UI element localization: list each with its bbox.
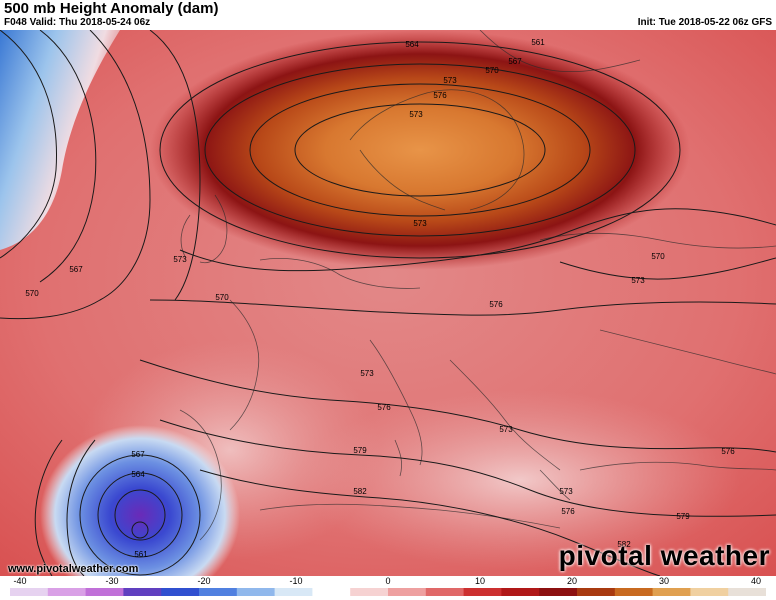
contour-label: 576 xyxy=(489,300,503,309)
colorbar-swatch xyxy=(463,588,502,596)
colorbar-swatch xyxy=(652,588,691,596)
contour-label: 561 xyxy=(134,550,148,559)
colorbar-swatch xyxy=(312,588,351,596)
colorbar-swatch xyxy=(350,588,389,596)
colorbar-swatch xyxy=(690,588,729,596)
colorbar-swatch xyxy=(614,588,654,596)
height-contours xyxy=(0,30,776,576)
init-time: Init: Tue 2018-05-22 06z GFS xyxy=(637,17,772,28)
contour-label: 573 xyxy=(499,425,513,434)
colorbar-swatch xyxy=(577,588,616,596)
valid-time: F048 Valid: Thu 2018-05-24 06z xyxy=(4,17,151,28)
colorbar-swatch xyxy=(85,588,124,596)
brand-logo: pivotal weather xyxy=(558,540,770,571)
colorbar-swatch xyxy=(501,588,540,596)
contour-label: 582 xyxy=(617,540,631,549)
weather-map: 564 561 567 570 573 576 573 573 573 567 570 570 570 5… xyxy=(0,30,776,576)
contour-label: 570 xyxy=(651,252,665,261)
colorbar-swatch xyxy=(274,588,313,596)
contour-label: 573 xyxy=(173,255,187,264)
contour-label: 567 xyxy=(508,57,522,66)
southeast-pale-region xyxy=(300,390,740,570)
contour-label: 582 xyxy=(353,487,367,496)
contour-label: 567 xyxy=(131,450,145,459)
atlantic-low-anomaly xyxy=(40,425,240,576)
contour-label: 564 xyxy=(131,470,145,479)
contour-label: 570 xyxy=(215,293,229,302)
contour-label: 576 xyxy=(721,447,735,456)
colorbar-swatch xyxy=(10,588,49,596)
contour-label: 576 xyxy=(433,91,447,100)
website-credit: www.pivotalweather.com xyxy=(8,563,139,575)
colorbar-swatch xyxy=(388,588,427,596)
northwest-negative-anomaly xyxy=(0,30,120,250)
colorbar-tick-label: 20 xyxy=(566,576,578,586)
contour-label: 579 xyxy=(676,512,690,521)
contour-label: 567 xyxy=(69,265,83,274)
colorbar-tick-label: 40 xyxy=(750,576,762,586)
contour-label: 573 xyxy=(413,219,427,228)
colorbar-scale xyxy=(10,588,766,596)
colorbar-swatch xyxy=(199,588,238,596)
colorbar-tick-label: -10 xyxy=(289,576,303,586)
contour-label: 570 xyxy=(485,66,499,75)
header-bar: 500 mb Height Anomaly (dam) F048 Valid: … xyxy=(0,0,776,30)
colorbar-tick-label: 30 xyxy=(658,576,670,586)
contour-label: 561 xyxy=(531,38,545,47)
contour-label: 576 xyxy=(377,403,391,412)
colorbar-swatch xyxy=(539,588,578,596)
contour-label: 579 xyxy=(353,446,367,455)
colorbar-swatch xyxy=(236,588,276,596)
scandinavian-ridge-anomaly xyxy=(150,30,690,270)
contour-label: 573 xyxy=(409,110,423,119)
colorbar-tick-label: -20 xyxy=(197,576,211,586)
colorbar-tick-label: 0 xyxy=(385,576,391,586)
coastline-outlines xyxy=(179,30,776,541)
contour-label: 573 xyxy=(443,76,457,85)
contour-label: 576 xyxy=(561,507,575,516)
contour-label: 573 xyxy=(631,276,645,285)
map-title: 500 mb Height Anomaly (dam) xyxy=(4,0,219,17)
contour-label: 564 xyxy=(405,40,419,49)
colorbar-tick-label: -40 xyxy=(13,576,27,586)
colorbar-swatch xyxy=(161,588,200,596)
colorbar-swatch xyxy=(47,588,87,596)
colorbar-swatch xyxy=(728,588,766,596)
colorbar-tick-label: -30 xyxy=(105,576,119,586)
colorbar-tick-label: 10 xyxy=(474,576,486,586)
contour-label: 570 xyxy=(25,289,39,298)
contour-label: 573 xyxy=(360,369,374,378)
colorbar-swatch xyxy=(425,588,465,596)
contour-label: 573 xyxy=(559,487,573,496)
colorbar: -40 -30 -20 -10 0 10 20 30 40 xyxy=(0,576,776,600)
contour-labels: 564 561 567 570 573 576 573 573 573 567 570 570 570 5… xyxy=(25,38,735,559)
colorbar-swatch xyxy=(123,588,162,596)
